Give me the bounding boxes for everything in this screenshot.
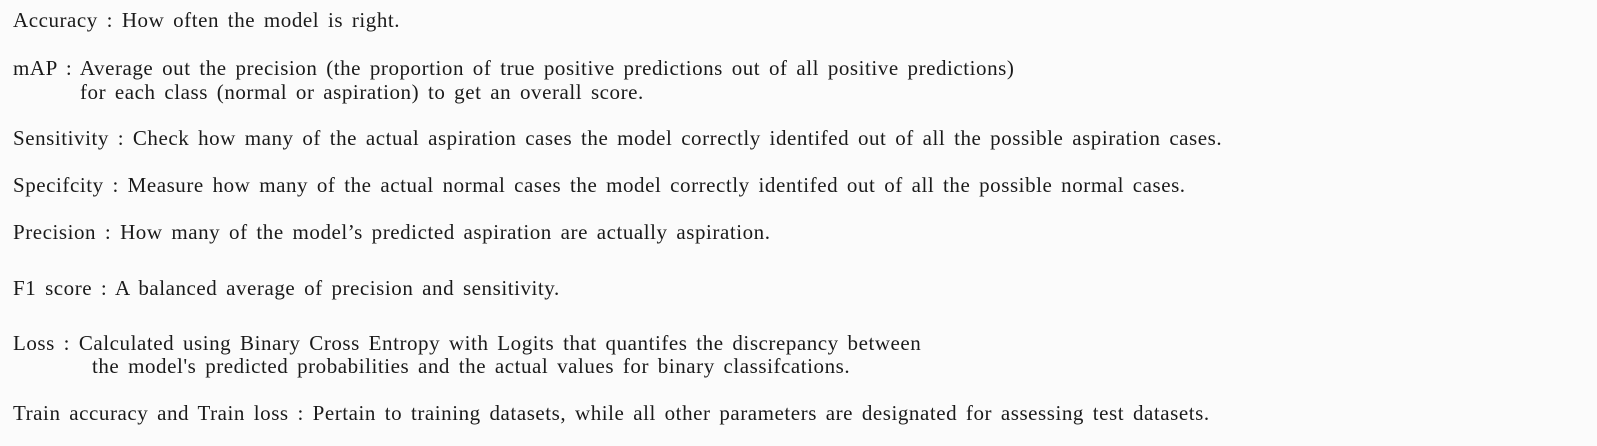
specificity-definition: Specifcity : Measure how many of the act… <box>13 173 1186 197</box>
loss-definition-line-1: Loss : Calculated using Binary Cross Ent… <box>13 331 922 355</box>
train-metrics-definition: Train accuracy and Train loss : Pertain … <box>13 401 1210 425</box>
loss-definition-line-2: the model's predicted probabilities and … <box>92 354 851 378</box>
sensitivity-definition: Sensitivity : Check how many of the actu… <box>13 126 1223 150</box>
precision-definition: Precision : How many of the model’s pred… <box>13 220 771 244</box>
accuracy-definition: Accuracy : How often the model is right. <box>13 8 401 32</box>
map-definition-line-1: mAP : Average out the precision (the pro… <box>13 56 1015 80</box>
map-definition-line-2: for each class (normal or aspiration) to… <box>80 80 644 104</box>
f1-score-definition: F1 score : A balanced average of precisi… <box>13 276 560 300</box>
